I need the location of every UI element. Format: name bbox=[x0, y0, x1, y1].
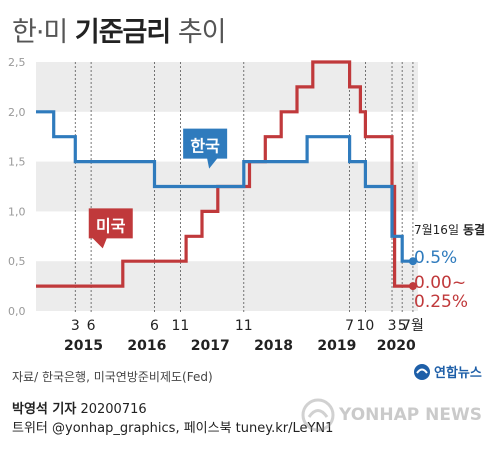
y-tick-label: 1,5 bbox=[8, 156, 26, 169]
x-month-label: 3 bbox=[388, 318, 397, 334]
social-links: 트위터 @yonhap_graphics, 페이스북 tuney.kr/LeYN… bbox=[12, 421, 334, 436]
x-year-label: 2018 bbox=[254, 338, 293, 354]
x-month-label: 6 bbox=[87, 318, 96, 334]
title-main: 기준금리 bbox=[74, 17, 171, 48]
x-month-label: 10 bbox=[357, 318, 375, 334]
agency-logo: 연합뉴스 bbox=[413, 362, 482, 381]
watermark: YONHAP NEWS bbox=[301, 398, 482, 432]
annotation-date-line: 7월16일 동결 bbox=[414, 222, 485, 237]
x-month-label: 7월 bbox=[402, 318, 424, 334]
x-year-label: 2019 bbox=[317, 338, 356, 354]
x-month-label: 11 bbox=[235, 318, 253, 334]
annotation-status: 동결 bbox=[463, 222, 485, 237]
x-year-label: 2017 bbox=[191, 338, 230, 354]
x-year-label: 2020 bbox=[377, 338, 416, 354]
us-value-label-line2: 0.25% bbox=[414, 292, 468, 312]
y-tick-label: 2,0 bbox=[8, 106, 26, 119]
watermark-icon bbox=[301, 398, 335, 432]
y-tick-label: 0,5 bbox=[8, 255, 26, 268]
source-note: 자료/ 한국은행, 미국연방준비제도(Fed) bbox=[12, 370, 213, 384]
annotation-date: 7월16일 bbox=[414, 223, 459, 237]
x-month-label: 11 bbox=[172, 318, 190, 334]
x-month-label: 6 bbox=[150, 318, 159, 334]
korea-value-label: 0.5% bbox=[414, 248, 457, 268]
us-callout-bubble bbox=[88, 208, 133, 249]
byline-date: 20200716 bbox=[76, 402, 147, 417]
y-tick-label: 0,0 bbox=[8, 305, 26, 318]
x-month-label: 3 bbox=[71, 318, 80, 334]
us-value-label-line1: 0.00~ bbox=[414, 273, 466, 293]
x-year-label: 2015 bbox=[64, 338, 103, 354]
title-prefix: 한·미 bbox=[12, 17, 68, 48]
chart-title: 한·미 기준금리 추이 bbox=[12, 10, 227, 49]
title-suffix: 추이 bbox=[177, 17, 227, 48]
x-year-label: 2016 bbox=[127, 338, 166, 354]
korea-rate-line bbox=[36, 110, 413, 263]
x-month-label: 5 bbox=[398, 318, 407, 334]
us-rate-line bbox=[36, 60, 413, 288]
agency-logo-text: 연합뉴스 bbox=[434, 366, 482, 381]
korea-callout-bubble bbox=[183, 128, 228, 169]
byline-name: 박영석 기자 bbox=[12, 402, 77, 417]
us-end-point bbox=[408, 282, 417, 291]
us-callout-label: 미국 bbox=[96, 216, 126, 235]
korea-end-point bbox=[408, 257, 417, 266]
yonhap-logo-icon bbox=[414, 363, 430, 380]
y-tick-label: 1,0 bbox=[8, 205, 26, 218]
watermark-text: YONHAP NEWS bbox=[339, 405, 482, 425]
korea-callout-label: 한국 bbox=[190, 137, 220, 156]
y-tick-label: 2,5 bbox=[8, 56, 26, 69]
x-month-label: 7 bbox=[345, 318, 354, 334]
byline: 박영석 기자 20200716 bbox=[12, 398, 147, 417]
